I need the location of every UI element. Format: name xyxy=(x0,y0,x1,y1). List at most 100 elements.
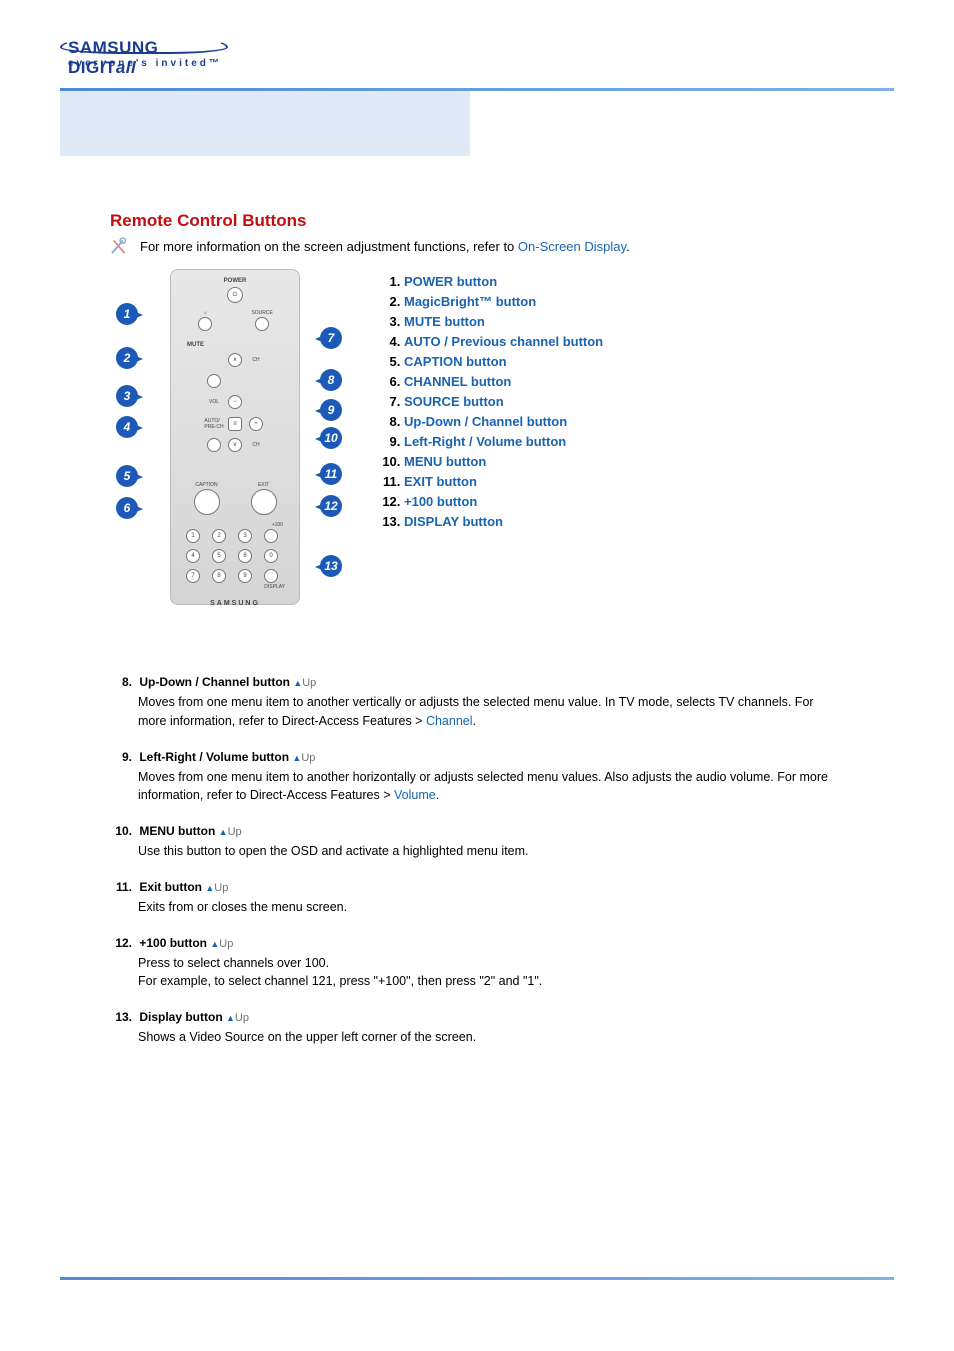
callout-8: 8 xyxy=(320,369,342,391)
remote-diagram: POWER ⏻ ☼ SOURCE MUTE ∧CH VOL− xyxy=(110,269,350,619)
callout-7: 7 xyxy=(320,327,342,349)
callout-2: 2 xyxy=(116,347,138,369)
button-index-link[interactable]: Left-Right / Volume button xyxy=(404,434,566,449)
button-index-link[interactable]: EXIT button xyxy=(404,474,477,489)
detail-body: Press to select channels over 100. For e… xyxy=(138,954,844,992)
callout-5: 5 xyxy=(116,465,138,487)
osd-link[interactable]: On-Screen Display xyxy=(518,239,626,254)
tools-icon xyxy=(110,237,132,255)
button-index-link[interactable]: CAPTION button xyxy=(404,354,507,369)
button-index-link[interactable]: POWER button xyxy=(404,274,497,289)
label-exit: EXIT xyxy=(250,482,278,488)
exit-icon xyxy=(251,489,277,515)
up-link[interactable]: ▲Up xyxy=(205,882,228,894)
button-index-link[interactable]: DISPLAY button xyxy=(404,514,503,529)
button-index-item: MENU button xyxy=(404,454,603,469)
button-index-item: SOURCE button xyxy=(404,394,603,409)
detail-heading: 13. Display button ▲Up xyxy=(110,1010,844,1024)
caption-icon xyxy=(194,489,220,515)
detail-body: Shows a Video Source on the upper left c… xyxy=(138,1028,844,1047)
detail-heading: 12. +100 button ▲Up xyxy=(110,936,844,950)
button-index-item: Left-Right / Volume button xyxy=(404,434,603,449)
content: Remote Control Buttons For more informat… xyxy=(60,156,894,1047)
button-index-link[interactable]: +100 button xyxy=(404,494,477,509)
detail-inline-link[interactable]: Volume xyxy=(394,788,436,802)
callout-9: 9 xyxy=(320,399,342,421)
brand-tagline: everyone's invited™ xyxy=(68,58,222,69)
button-index-link[interactable]: Up-Down / Channel button xyxy=(404,414,567,429)
button-details: 8. Up-Down / Channel button ▲Up Moves fro… xyxy=(110,675,844,1047)
callout-10: 10 xyxy=(320,427,342,449)
power-icon: ⏻ xyxy=(227,287,243,303)
header-band-row xyxy=(60,91,894,156)
label-source: SOURCE xyxy=(251,310,272,316)
bottom-rule xyxy=(60,1277,894,1280)
button-index-item: +100 button xyxy=(404,494,603,509)
button-index-link[interactable]: MagicBright™ button xyxy=(404,294,536,309)
callout-12: 12 xyxy=(320,495,342,517)
auto-icon xyxy=(207,438,221,452)
number-pad: 123 4560 789 xyxy=(181,528,289,584)
up-link[interactable]: ▲Up xyxy=(226,1012,249,1024)
brand-logo: SAMSUNG DIGITall everyone's invited™ xyxy=(60,30,894,70)
detail-body: Moves from one menu item to another vert… xyxy=(138,693,844,731)
label-power: POWER xyxy=(181,278,289,284)
callout-1: 1 xyxy=(116,303,138,325)
label-display: DISPLAY xyxy=(181,584,285,590)
detail-item: 9. Left-Right / Volume button ▲Up Moves f… xyxy=(110,750,844,806)
button-index-link[interactable]: MUTE button xyxy=(404,314,485,329)
button-index-link[interactable]: SOURCE button xyxy=(404,394,504,409)
callout-3: 3 xyxy=(116,385,138,407)
detail-heading: 8. Up-Down / Channel button ▲Up xyxy=(110,675,844,689)
intro-line: For more information on the screen adjus… xyxy=(110,237,844,255)
detail-body: Exits from or closes the menu screen. xyxy=(138,898,844,917)
mute-icon xyxy=(207,374,221,388)
callout-6: 6 xyxy=(116,497,138,519)
label-mute: MUTE xyxy=(187,342,289,348)
up-link[interactable]: ▲Up xyxy=(293,677,316,689)
detail-heading: 9. Left-Right / Volume button ▲Up xyxy=(110,750,844,764)
detail-item: 10. MENU button ▲Up Use this button to op… xyxy=(110,824,844,861)
button-index-item: Up-Down / Channel button xyxy=(404,414,603,429)
nav-pad: ∧CH VOL− xyxy=(181,350,289,412)
button-index-item: CHANNEL button xyxy=(404,374,603,389)
down-icon: ∨ xyxy=(228,438,242,452)
plus100-icon xyxy=(264,529,278,543)
detail-item: 12. +100 button ▲Up Press to select chann… xyxy=(110,936,844,992)
detail-item: 8. Up-Down / Channel button ▲Up Moves fro… xyxy=(110,675,844,731)
button-index-link[interactable]: AUTO / Previous channel button xyxy=(404,334,603,349)
header-band xyxy=(60,91,470,156)
up-link[interactable]: ▲Up xyxy=(210,938,233,950)
detail-heading: 10. MENU button ▲Up xyxy=(110,824,844,838)
source-icon xyxy=(255,317,269,331)
label-auto: AUTO/ PRE-CH xyxy=(204,414,224,434)
detail-heading: 11. Exit button ▲Up xyxy=(110,880,844,894)
button-index-link[interactable]: MENU button xyxy=(404,454,486,469)
up-icon: ∧ xyxy=(228,353,242,367)
button-index-item: POWER button xyxy=(404,274,603,289)
button-index-item: MagicBright™ button xyxy=(404,294,603,309)
detail-inline-link[interactable]: Channel xyxy=(426,714,473,728)
button-index-item: MUTE button xyxy=(404,314,603,329)
magicbright-icon xyxy=(198,317,212,331)
button-index-item: DISPLAY button xyxy=(404,514,603,529)
page-title: Remote Control Buttons xyxy=(110,211,844,231)
button-index-item: EXIT button xyxy=(404,474,603,489)
remote-body: POWER ⏻ ☼ SOURCE MUTE ∧CH VOL− xyxy=(170,269,300,605)
up-link[interactable]: ▲Up xyxy=(292,752,315,764)
button-index-link[interactable]: CHANNEL button xyxy=(404,374,511,389)
button-index-item: CAPTION button xyxy=(404,354,603,369)
detail-body: Use this button to open the OSD and acti… xyxy=(138,842,844,861)
right-icon: + xyxy=(249,417,263,431)
up-link[interactable]: ▲Up xyxy=(219,826,242,838)
detail-item: 13. Display button ▲Up Shows a Video Sour… xyxy=(110,1010,844,1047)
detail-body: Moves from one menu item to another hori… xyxy=(138,768,844,806)
button-index-item: AUTO / Previous channel button xyxy=(404,334,603,349)
label-caption: CAPTION xyxy=(193,482,221,488)
display-icon xyxy=(264,569,278,583)
callout-11: 11 xyxy=(320,463,342,485)
callout-4: 4 xyxy=(116,416,138,438)
detail-item: 11. Exit button ▲Up Exits from or closes … xyxy=(110,880,844,917)
page: SAMSUNG DIGITall everyone's invited™ Rem… xyxy=(0,0,954,1320)
intro-text: For more information on the screen adjus… xyxy=(140,239,630,254)
